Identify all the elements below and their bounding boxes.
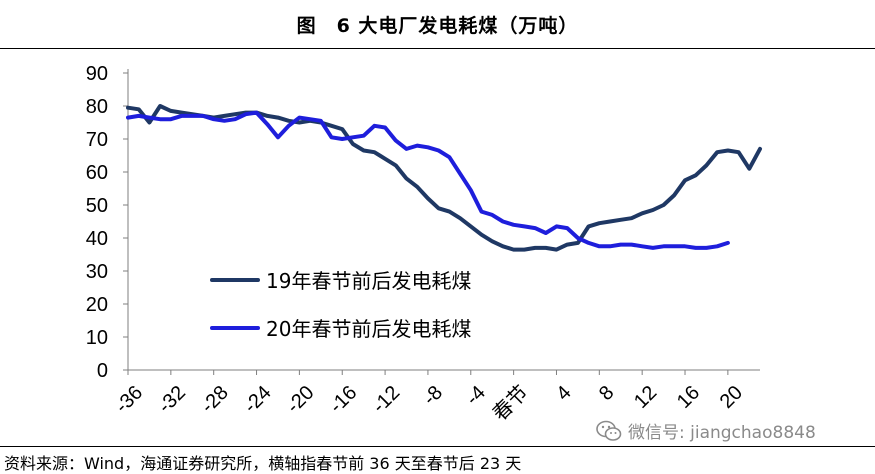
series-line-1 (126, 104, 762, 252)
source-note: 资料来源：Wind，海通证券研究所，横轴指春节前 36 天至春节后 23 天 (4, 454, 522, 473)
x-tick-label: 12 (630, 382, 661, 413)
figure-footer: 资料来源：Wind，海通证券研究所，横轴指春节前 36 天至春节后 23 天 (0, 446, 875, 474)
x-tick-label: 20 (716, 382, 747, 413)
y-tick-label: 30 (86, 261, 108, 283)
y-tick-label: 20 (86, 294, 108, 316)
x-tick-label: -8 (419, 382, 447, 410)
y-tick-label: 70 (86, 129, 108, 151)
legend-label-2: 20年春节前后发电耗煤 (266, 317, 471, 341)
y-tick-label: 10 (86, 327, 108, 349)
x-tick-label: -24 (240, 382, 276, 418)
x-tick-label: -4 (462, 382, 490, 410)
x-tick-label: -20 (283, 382, 319, 418)
y-tick-label: 90 (86, 63, 108, 85)
x-tick-label: 16 (673, 382, 704, 413)
legend-label-1: 19年春节前后发电耗煤 (266, 269, 471, 293)
x-tick-label: 8 (595, 382, 618, 405)
y-tick-label: 50 (86, 195, 108, 217)
y-tick-label: 80 (86, 96, 108, 118)
wechat-icon (596, 420, 622, 441)
y-tick-label: 60 (86, 162, 108, 184)
x-tick-label: 春节 (488, 381, 533, 426)
x-tick-label: -28 (197, 382, 233, 418)
x-tick-label: -16 (325, 382, 361, 418)
series-line-2 (126, 110, 730, 250)
x-tick-label: 4 (552, 382, 575, 405)
x-tick-label: -32 (154, 382, 190, 418)
watermark-text: 微信号: jiangchao8848 (628, 423, 816, 443)
figure-title: 图 6 大电厂发电耗煤（万吨） (296, 14, 579, 37)
x-tick-label: -12 (368, 382, 404, 418)
x-tick-label: -36 (111, 382, 147, 418)
watermark: 微信号: jiangchao8848 (596, 418, 816, 443)
y-tick-label: 40 (86, 228, 108, 250)
line-chart: 0 10 20 30 40 50 60 70 80 90 -36 -32 -28 -24 -20 -16 -12… (86, 63, 762, 426)
y-tick-label: 0 (97, 360, 108, 382)
figure-title-bar: 图 6 大电厂发电耗煤（万吨） (0, 0, 875, 49)
